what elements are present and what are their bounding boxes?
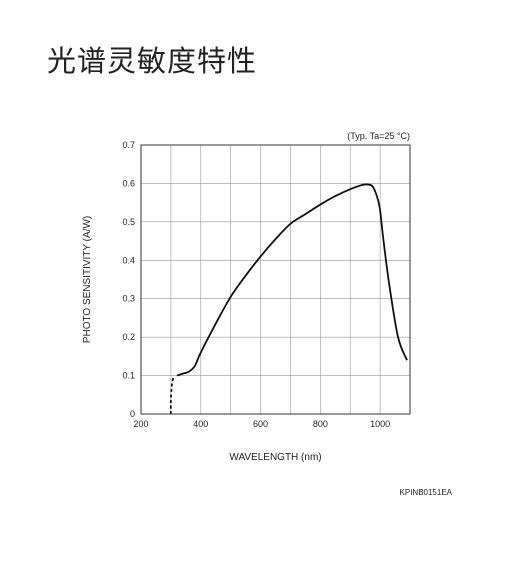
x-tick-label: 1000 [370, 419, 390, 429]
y-tick-label: 0.4 [122, 255, 135, 265]
x-tick-label: 800 [313, 419, 328, 429]
y-tick-label: 0.2 [122, 332, 135, 342]
plot-frame [140, 144, 411, 415]
y-tick-label: 0.3 [122, 294, 135, 304]
grid [141, 145, 410, 414]
series-line-dashed [169, 376, 175, 415]
y-tick-label: 0.1 [122, 371, 135, 381]
page-title: 光谱灵敏度特性 [47, 44, 258, 78]
tick-labels: 200 400 600 800 1000 0 0.1 0.2 0.3 0.4 0.5 0.6 0.7 [122, 140, 390, 429]
y-tick-label: 0 [130, 409, 135, 419]
y-axis-title: PHOTO SENSITIVITY (A/W) [82, 216, 93, 343]
figure-code: KPINB0151EA [400, 488, 453, 497]
condition-note: (Typ. Ta=25 °C) [347, 131, 410, 141]
y-tick-label: 0.5 [122, 217, 135, 227]
x-tick-label: 200 [133, 419, 148, 429]
y-tick-label: 0.7 [122, 140, 135, 150]
x-axis-title: WAVELENGTH (nm) [229, 452, 321, 463]
series-layer [169, 183, 408, 415]
series-line [176, 183, 408, 377]
x-tick-label: 400 [193, 419, 208, 429]
x-tick-label: 600 [253, 419, 268, 429]
y-tick-label: 0.6 [122, 178, 135, 188]
